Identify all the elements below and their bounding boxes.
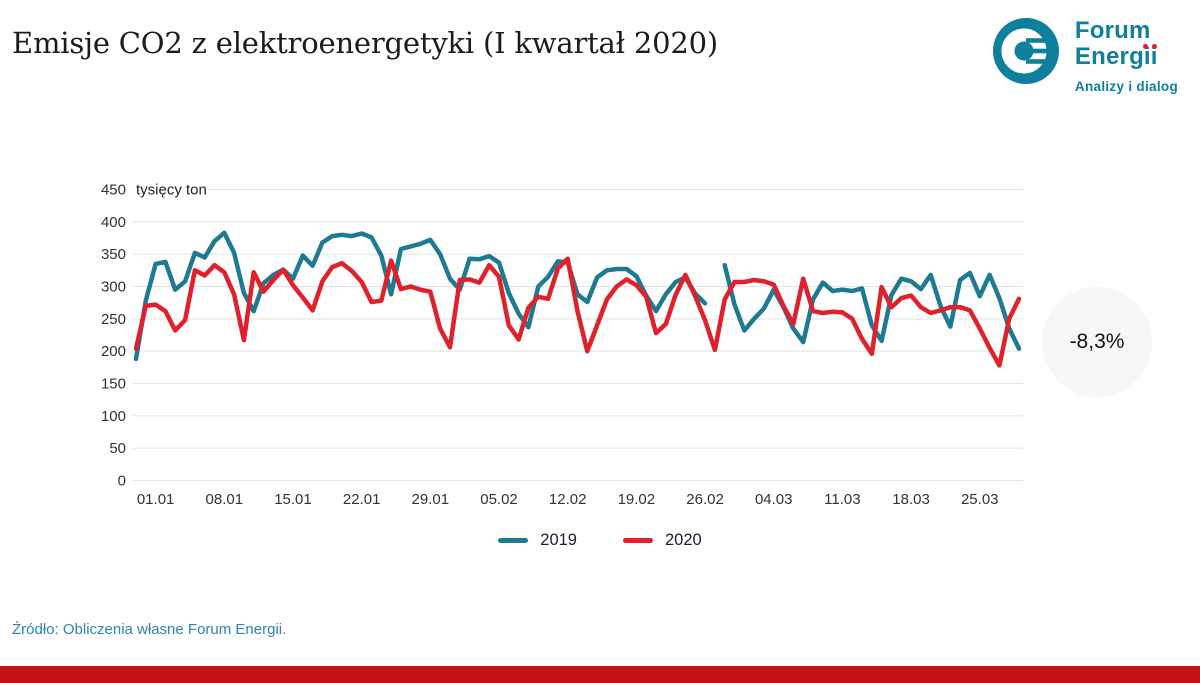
legend-swatch-2019-icon — [498, 538, 529, 543]
svg-text:350: 350 — [101, 246, 126, 263]
legend-swatch-2020-icon — [623, 538, 653, 543]
svg-text:19.02: 19.02 — [618, 491, 656, 508]
svg-text:200: 200 — [101, 343, 126, 360]
svg-text:0: 0 — [118, 473, 126, 490]
bottom-accent-bar — [0, 666, 1200, 683]
svg-text:08.01: 08.01 — [206, 491, 244, 508]
source-note: Źródło: Obliczenia własne Forum Energii. — [12, 621, 287, 638]
svg-text:250: 250 — [101, 311, 126, 328]
svg-text:50: 50 — [109, 440, 126, 457]
legend-item-2020: 2020 — [623, 531, 702, 550]
svg-text:18.03: 18.03 — [892, 491, 930, 508]
logo-name-line1: Forum — [1074, 17, 1151, 44]
svg-text:100: 100 — [101, 408, 126, 425]
forum-energii-logo: Forum Energii Analizy i dialog — [992, 17, 1178, 94]
legend-label-2019: 2019 — [540, 531, 577, 549]
page-title: Emisje CO2 z elektroenergetyki (I kwarta… — [12, 26, 718, 60]
svg-text:150: 150 — [101, 376, 126, 393]
svg-text:11.03: 11.03 — [824, 491, 860, 508]
svg-text:300: 300 — [101, 279, 126, 296]
change-badge: -8,3% — [1042, 287, 1152, 397]
svg-text:04.03: 04.03 — [755, 491, 793, 508]
svg-text:400: 400 — [101, 214, 126, 231]
svg-text:15.01: 15.01 — [274, 491, 312, 508]
svg-text:450: 450 — [101, 182, 126, 199]
svg-text:tysięcy ton: tysięcy ton — [136, 182, 207, 199]
svg-text:29.01: 29.01 — [412, 491, 450, 508]
svg-text:12.02: 12.02 — [549, 491, 587, 508]
logo-tagline: Analizy i dialog — [1074, 79, 1178, 94]
chart-legend: 2019 2020 — [0, 531, 1200, 550]
legend-label-2020: 2020 — [665, 531, 702, 549]
logo-red-dot-icon — [1151, 44, 1157, 49]
svg-text:22.01: 22.01 — [343, 491, 381, 508]
svg-text:05.02: 05.02 — [480, 491, 518, 508]
co2-chart: 0 50 100 150 200 250 300 350 400 450 tysięcy ton 01… — [101, 182, 1023, 508]
logo-red-dot-icon — [1142, 44, 1148, 49]
svg-text:25.03: 25.03 — [961, 491, 999, 508]
svg-text:01.01: 01.01 — [137, 491, 175, 508]
forum-energii-logo-icon — [992, 18, 1059, 84]
legend-item-2019: 2019 — [498, 531, 577, 550]
svg-text:26.02: 26.02 — [686, 491, 724, 508]
